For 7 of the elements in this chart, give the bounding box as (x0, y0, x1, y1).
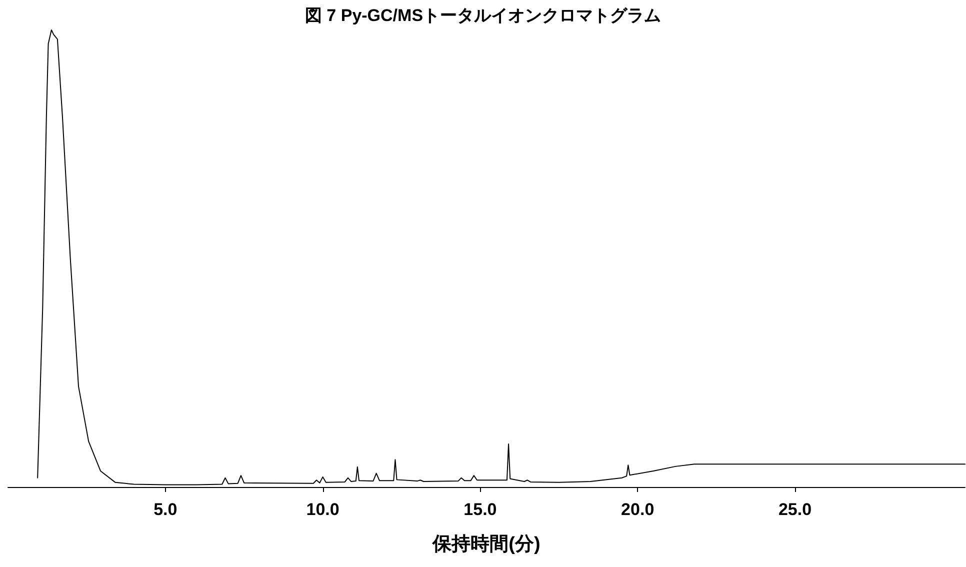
x-tick-label: 25.0 (778, 500, 812, 519)
chart-title: 図 7 Py-GC/MSトータルイオンクロマトグラム (304, 6, 662, 25)
x-tick-label: 15.0 (464, 500, 497, 519)
x-tick-label: 10.0 (306, 500, 340, 519)
x-axis-title: 保持時間(分) (432, 533, 540, 555)
x-tick-label: 5.0 (154, 500, 178, 519)
x-tick-label: 20.0 (621, 500, 654, 519)
